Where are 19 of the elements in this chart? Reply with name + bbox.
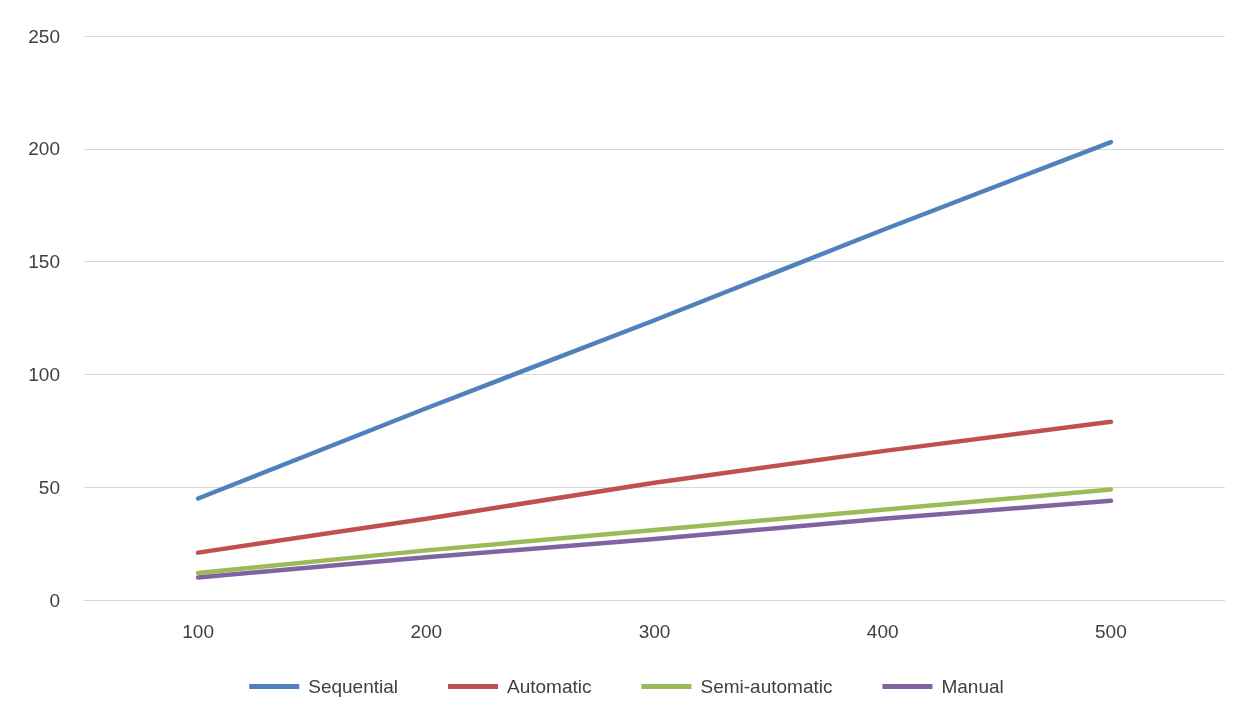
x-tick-label: 400 (866, 621, 899, 642)
x-tick-label: 500 (1095, 621, 1127, 642)
line-series (195, 139, 1114, 501)
y-tick-label: 200 (28, 138, 60, 160)
legend-label: Semi-automatic (700, 676, 833, 697)
legend-label: Manual (941, 676, 1004, 697)
y-tick-label: 0 (49, 589, 60, 611)
x-tick-label: 100 (182, 621, 214, 642)
y-tick-label: 250 (28, 25, 60, 47)
y-tick-label: 50 (38, 476, 60, 498)
legend-label: Sequential (308, 676, 399, 697)
y-tick-label: 150 (28, 251, 60, 273)
line-series (195, 498, 1114, 580)
y-tick-label: 100 (28, 363, 60, 385)
legend-label: Automatic (507, 676, 592, 697)
line-series (195, 487, 1114, 576)
x-tick-label: 300 (638, 621, 671, 642)
x-tick-label: 200 (410, 621, 443, 642)
line-series (195, 419, 1114, 555)
